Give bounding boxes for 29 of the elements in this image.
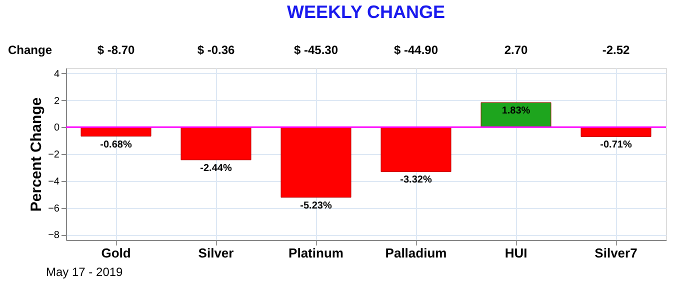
- y-tick-label: 2: [54, 96, 60, 107]
- data-label: -5.23%: [300, 200, 332, 212]
- text: May 17 - 2019: [46, 265, 124, 279]
- y-tick-label: −8: [48, 230, 60, 242]
- text: 2.70: [504, 43, 528, 57]
- x-tick-label: Silver7: [594, 246, 638, 260]
- x-tick-label: Platinum: [288, 246, 344, 260]
- x-tick-label: Palladium: [385, 246, 447, 260]
- y-tick-label: 4: [54, 68, 60, 80]
- text: $ -0.36: [197, 43, 236, 57]
- text: $ -8.70: [97, 43, 136, 57]
- text: $ -45.30: [294, 43, 338, 57]
- data-label: -0.68%: [100, 139, 132, 150]
- y-tick-label: −2: [48, 150, 60, 160]
- data-label: -2.44%: [200, 162, 232, 174]
- text: -2.52: [602, 43, 630, 57]
- x-tick-label: Gold: [101, 246, 131, 260]
- data-label: -3.32%: [400, 174, 432, 186]
- text: Change: [8, 43, 52, 57]
- x-tick-label: HUI: [504, 246, 528, 260]
- data-label: 1.83%: [502, 106, 530, 117]
- y-tick-label: −6: [48, 203, 60, 214]
- text: $ -44.90: [394, 43, 438, 57]
- y-tick-label: 0: [54, 122, 60, 134]
- y-tick-label: −4: [48, 176, 60, 188]
- x-tick-label: Silver: [198, 246, 234, 260]
- y-axis-title: Percent Change: [28, 97, 46, 212]
- data-label: -0.71%: [600, 140, 632, 151]
- chart-title: WEEKLY CHANGE: [286, 2, 446, 22]
